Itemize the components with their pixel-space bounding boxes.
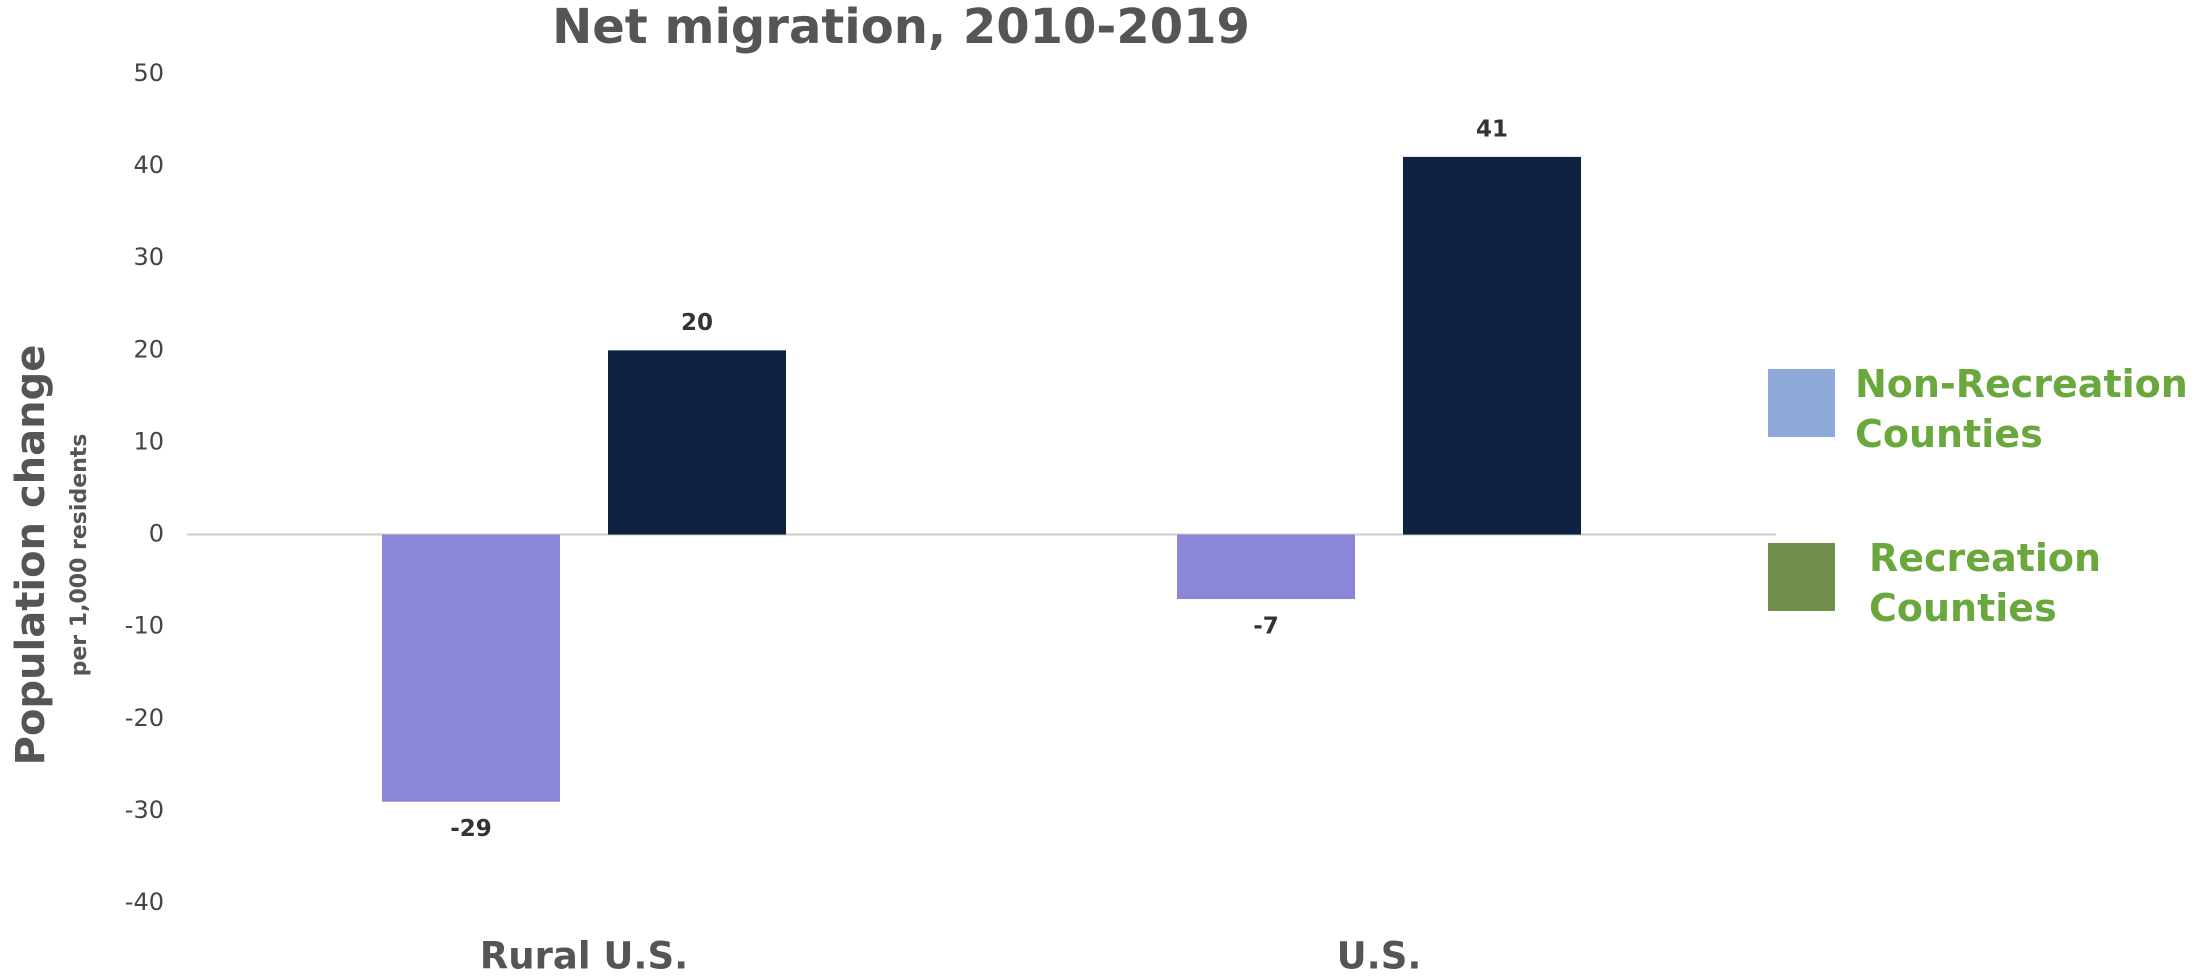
x-tick-label: Rural U.S. <box>480 935 688 978</box>
y-axis-sublabel: per 1,000 residents <box>67 434 92 677</box>
data-label: -29 <box>450 816 492 842</box>
legend-label: Non-Recreation Counties <box>1855 362 2201 456</box>
y-tick-label: -30 <box>125 796 164 824</box>
data-label: -7 <box>1253 614 1279 640</box>
bar <box>608 350 786 535</box>
y-tick-label: 20 <box>133 335 164 363</box>
y-tick-label: 0 <box>149 520 164 548</box>
legend-line: Recreation <box>1869 536 2114 580</box>
bar <box>1403 156 1581 535</box>
data-label: 41 <box>1476 116 1508 142</box>
y-tick-label: 50 <box>133 59 164 87</box>
legend-line: Counties <box>1869 586 2057 630</box>
y-tick-label: 40 <box>133 151 164 179</box>
y-tick-label: -20 <box>125 704 164 732</box>
data-label: 20 <box>681 310 713 336</box>
bar <box>1177 534 1355 600</box>
y-tick-label: 10 <box>133 427 164 455</box>
x-tick-label: U.S. <box>1337 935 1422 978</box>
legend-line: Counties <box>1855 412 2043 456</box>
y-tick-label: 30 <box>133 243 164 271</box>
y-tick-label: -10 <box>125 612 164 640</box>
legend-line: Non-Recreation <box>1855 362 2201 406</box>
bar <box>382 534 560 802</box>
legend-swatch <box>1768 543 1835 611</box>
y-tick-label: -40 <box>125 888 164 916</box>
chart-title: Net migration, 2010-2019 <box>552 0 1250 55</box>
legend-swatch <box>1768 369 1835 437</box>
legend-label: Recreation Counties <box>1869 536 2114 630</box>
y-axis-label: Population change <box>8 345 54 766</box>
